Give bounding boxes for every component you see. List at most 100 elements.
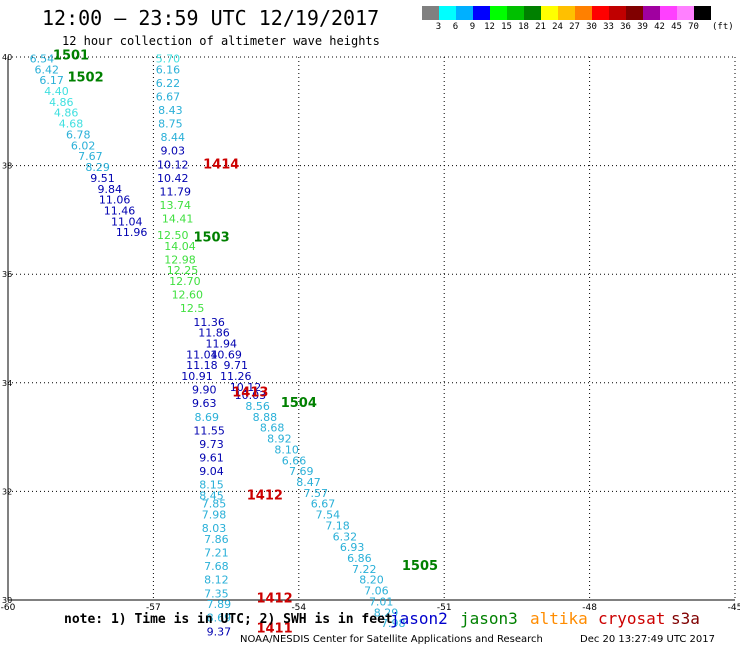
legend-tick-label: 70 [688, 22, 699, 32]
wave-height-label: 8.68 [260, 422, 285, 435]
wave-height-label: 10.69 [210, 348, 242, 361]
wave-height-label: 7.98 [381, 617, 406, 630]
wave-height-label: 8.12 [204, 574, 229, 587]
wave-height-label: 7.57 [304, 487, 329, 500]
wave-height-label: 10.42 [157, 172, 189, 185]
wave-height-label: 9.04 [199, 465, 224, 478]
x-tick-label: -51 [437, 603, 452, 613]
y-tick-label: 40 [2, 53, 12, 62]
wave-height-label: 7.01 [369, 595, 394, 608]
wave-height-label: 7.54 [316, 509, 341, 522]
wave-height-label: 7.67 [78, 150, 103, 163]
x-tick-label: -48 [582, 603, 597, 613]
wave-height-label: 10.91 [181, 370, 213, 383]
wave-height-label: 8.69 [207, 612, 232, 625]
wave-height-label: 14.04 [164, 240, 196, 253]
legend-unit-label: (ft) [712, 22, 734, 32]
wave-height-label: 11.04 [111, 215, 143, 228]
wave-height-label: 7.85 [202, 498, 227, 511]
satellite-label-cryosat: cryosat [598, 609, 666, 628]
wave-height-label: 6.22 [156, 77, 181, 90]
wave-height-label: 5.70 [156, 52, 181, 65]
footer-credit: NOAA/NESDIS Center for Satellite Applica… [240, 634, 543, 645]
x-tick-label: -57 [146, 603, 161, 613]
wave-height-label: 11.46 [104, 204, 136, 217]
legend-tick-label: 27 [569, 22, 580, 32]
pass-time-annotation: 1502 [67, 70, 103, 85]
legend-tick-label: 6 [452, 22, 459, 32]
legend-tick-label: 12 [484, 22, 495, 32]
satellite-label-jason3: jason3 [460, 609, 518, 628]
legend-swatch [592, 6, 609, 20]
wave-height-label: 7.89 [207, 598, 232, 611]
legend-tick-label: 18 [518, 22, 529, 32]
wave-height-label: 8.92 [267, 433, 292, 446]
color-legend: 3 6 9 12 15 18 21 24 27 30 33 36 39 42 45 70 (ft) [422, 6, 734, 32]
wave-height-label: 12.70 [169, 275, 201, 288]
satellite-label-s3a: s3a [671, 609, 700, 628]
legend-tick-label: 3 [435, 22, 442, 32]
wave-height-label: 11.36 [193, 316, 225, 329]
wave-height-label: 6.02 [71, 139, 96, 152]
wave-height-label: 8.03 [202, 522, 227, 535]
wave-height-label: 7.22 [352, 563, 377, 576]
legend-tick-label: 36 [620, 22, 631, 32]
legend-swatch [609, 6, 626, 20]
wave-height-label: 9.73 [199, 438, 224, 451]
wave-height-label: 9.90 [192, 384, 217, 397]
wave-height-label: 7.06 [364, 585, 389, 598]
pass-time-annotation: 1501 [53, 49, 89, 64]
wave-height-label: 6.93 [340, 541, 365, 554]
wave-height-label: 11.86 [198, 327, 230, 340]
wave-height-label: 4.40 [44, 85, 69, 98]
legend-swatch [643, 6, 660, 20]
legend-swatch [694, 6, 711, 20]
wave-height-label: 8.56 [245, 400, 270, 413]
pass-time-annotation: 1412 [247, 489, 283, 504]
y-tick-label: 36 [2, 270, 12, 279]
wave-height-label: 8.44 [161, 131, 186, 144]
wave-height-label: 10.03 [235, 389, 267, 402]
wave-height-label: 8.69 [194, 411, 219, 424]
wave-height-label: 9.63 [192, 397, 217, 410]
wave-height-label: 6.16 [156, 63, 181, 76]
wave-height-label: 8.29 [85, 161, 110, 174]
legend-tick-label: 21 [535, 22, 546, 32]
wave-height-label: 8.88 [253, 411, 278, 424]
x-tick-label: -54 [291, 603, 306, 613]
wave-height-label: 6.86 [347, 552, 372, 565]
page-subtitle: 12 hour collection of altimeter wave hei… [62, 34, 380, 48]
legend-swatch [507, 6, 524, 20]
wave-height-label: 9.51 [90, 172, 115, 185]
pass-time-annotation: 1412 [256, 592, 292, 607]
wave-height-label: 6.54 [30, 52, 55, 65]
legend-tick-label: 15 [501, 22, 512, 32]
legend-swatch [473, 6, 490, 20]
wave-height-label: 9.37 [207, 625, 232, 638]
x-tick-label: -45 [728, 603, 740, 613]
wave-height-label: 8.45 [199, 490, 224, 503]
legend-swatch [575, 6, 592, 20]
wave-height-label: 7.69 [289, 465, 314, 478]
legend-swatch [456, 6, 473, 20]
legend-swatch [524, 6, 541, 20]
wave-height-label: 6.17 [39, 74, 64, 87]
wave-height-label: 11.04 [186, 348, 218, 361]
pass-time-annotation: 1413 [232, 385, 268, 400]
pass-time-annotation: 1503 [193, 231, 229, 246]
legend-tick-label: 33 [603, 22, 614, 32]
wave-height-label: 11.18 [186, 359, 218, 372]
legend-tick-label: 39 [637, 22, 648, 32]
wave-height-label: 8.47 [296, 476, 321, 489]
pass-time-annotation: 1505 [402, 559, 438, 574]
wave-height-label: 8.75 [158, 118, 183, 131]
wave-height-label: 10.12 [230, 381, 262, 394]
legend-tick-label: 9 [469, 22, 476, 32]
legend-swatch [626, 6, 643, 20]
wave-height-label: 11.96 [116, 226, 148, 239]
wave-height-label: 8.29 [374, 606, 399, 619]
wave-height-label: 12.5 [180, 302, 205, 315]
legend-swatch [558, 6, 575, 20]
wave-height-label: 12.25 [167, 264, 199, 277]
wave-height-label: 8.10 [274, 443, 299, 456]
